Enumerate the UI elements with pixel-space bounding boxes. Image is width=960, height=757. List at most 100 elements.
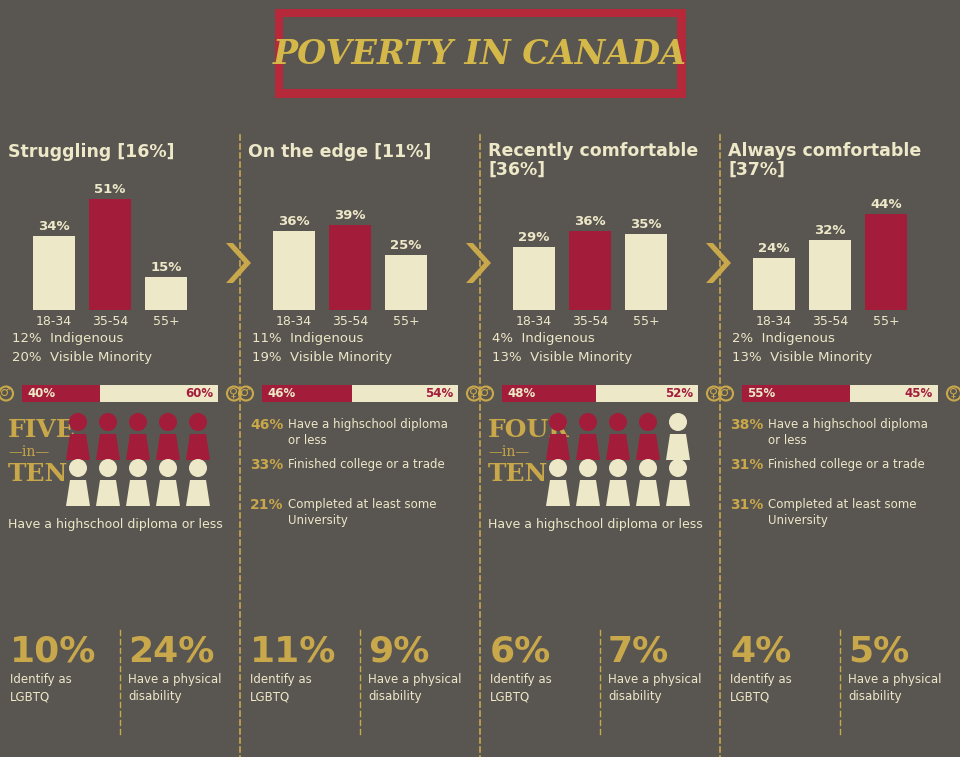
Polygon shape <box>606 434 630 460</box>
Bar <box>596 385 698 402</box>
Circle shape <box>69 459 87 477</box>
Text: 12%  Indigenous: 12% Indigenous <box>12 332 124 345</box>
Bar <box>865 214 907 310</box>
Bar <box>273 232 315 310</box>
Bar <box>33 236 75 310</box>
Text: 6%: 6% <box>490 635 551 669</box>
Text: 35-54: 35-54 <box>332 315 368 328</box>
Circle shape <box>549 459 567 477</box>
Bar <box>513 247 555 310</box>
Circle shape <box>609 413 627 431</box>
Text: Always comfortable: Always comfortable <box>728 142 922 160</box>
Text: 13%  Visible Minority: 13% Visible Minority <box>492 351 633 364</box>
Text: 33%: 33% <box>250 458 283 472</box>
Circle shape <box>669 459 687 477</box>
Polygon shape <box>66 434 90 460</box>
Polygon shape <box>186 434 210 460</box>
Text: 55+: 55+ <box>873 315 900 328</box>
Text: 24%: 24% <box>128 635 214 669</box>
Polygon shape <box>666 480 690 506</box>
Text: 19%  Visible Minority: 19% Visible Minority <box>252 351 392 364</box>
Circle shape <box>189 459 207 477</box>
Bar <box>145 277 187 310</box>
Text: 55+: 55+ <box>633 315 660 328</box>
Polygon shape <box>546 434 570 460</box>
Text: Recently comfortable: Recently comfortable <box>488 142 698 160</box>
Bar <box>502 385 596 402</box>
Text: ♂: ♂ <box>480 386 492 399</box>
Polygon shape <box>576 434 600 460</box>
Bar <box>809 240 851 310</box>
Text: 11%  Indigenous: 11% Indigenous <box>252 332 364 345</box>
Text: 55%: 55% <box>747 387 776 400</box>
Text: 55+: 55+ <box>393 315 420 328</box>
Polygon shape <box>66 480 90 506</box>
Text: 35-54: 35-54 <box>812 315 848 328</box>
Bar <box>282 16 678 90</box>
Text: ♂: ♂ <box>720 386 732 399</box>
Text: 45%: 45% <box>904 387 933 400</box>
Text: 54%: 54% <box>424 387 453 400</box>
Bar <box>625 234 667 310</box>
Text: 18-34: 18-34 <box>276 315 312 328</box>
Text: 2%  Indigenous: 2% Indigenous <box>732 332 835 345</box>
Text: ♂: ♂ <box>0 386 12 399</box>
Circle shape <box>99 413 117 431</box>
Text: 35%: 35% <box>631 217 661 231</box>
Text: Have a highschool diploma
or less: Have a highschool diploma or less <box>768 418 928 447</box>
Text: 21%: 21% <box>250 498 283 512</box>
Text: ♂: ♂ <box>240 386 252 399</box>
Bar <box>850 385 938 402</box>
Text: Have a physical
disability: Have a physical disability <box>368 673 462 703</box>
Circle shape <box>579 459 597 477</box>
Text: Have a physical
disability: Have a physical disability <box>128 673 222 703</box>
Text: ♀: ♀ <box>709 386 719 399</box>
Text: —in—: —in— <box>8 445 49 459</box>
Text: 11%: 11% <box>250 635 336 669</box>
Text: ♀: ♀ <box>469 386 479 399</box>
Text: Completed at least some
University: Completed at least some University <box>768 498 917 527</box>
Circle shape <box>639 459 657 477</box>
Polygon shape <box>636 434 660 460</box>
Text: 29%: 29% <box>518 231 550 244</box>
Text: 24%: 24% <box>758 241 790 254</box>
Circle shape <box>189 413 207 431</box>
Text: 46%: 46% <box>267 387 296 400</box>
Text: 18-34: 18-34 <box>756 315 792 328</box>
Text: TEN: TEN <box>488 462 548 486</box>
Text: 44%: 44% <box>870 198 901 211</box>
Text: On the edge [11%]: On the edge [11%] <box>248 143 431 161</box>
Bar <box>22 385 101 402</box>
Circle shape <box>639 413 657 431</box>
Text: 38%: 38% <box>730 418 763 432</box>
Text: 36%: 36% <box>574 216 606 229</box>
Text: 51%: 51% <box>94 182 126 196</box>
Text: 4%: 4% <box>730 635 791 669</box>
Polygon shape <box>126 434 150 460</box>
Circle shape <box>579 413 597 431</box>
Circle shape <box>129 459 147 477</box>
Text: 25%: 25% <box>391 239 421 252</box>
Polygon shape <box>96 480 120 506</box>
Bar <box>89 199 131 310</box>
Text: 32%: 32% <box>814 224 846 237</box>
Text: ♀: ♀ <box>949 386 959 399</box>
Text: Have a highschool diploma or less: Have a highschool diploma or less <box>488 518 703 531</box>
Text: 9%: 9% <box>368 635 429 669</box>
Text: 60%: 60% <box>185 387 213 400</box>
Circle shape <box>69 413 87 431</box>
Text: Completed at least some
University: Completed at least some University <box>288 498 437 527</box>
Text: Identify as
LGBTQ: Identify as LGBTQ <box>730 673 792 703</box>
Bar <box>385 255 427 310</box>
Text: 13%  Visible Minority: 13% Visible Minority <box>732 351 873 364</box>
Text: [37%]: [37%] <box>728 161 785 179</box>
Text: Have a physical
disability: Have a physical disability <box>608 673 702 703</box>
Bar <box>262 385 352 402</box>
Polygon shape <box>706 243 731 283</box>
Polygon shape <box>186 480 210 506</box>
Circle shape <box>609 459 627 477</box>
Text: —in—: —in— <box>488 445 529 459</box>
Text: 18-34: 18-34 <box>516 315 552 328</box>
Polygon shape <box>666 434 690 460</box>
Text: Identify as
LGBTQ: Identify as LGBTQ <box>490 673 552 703</box>
